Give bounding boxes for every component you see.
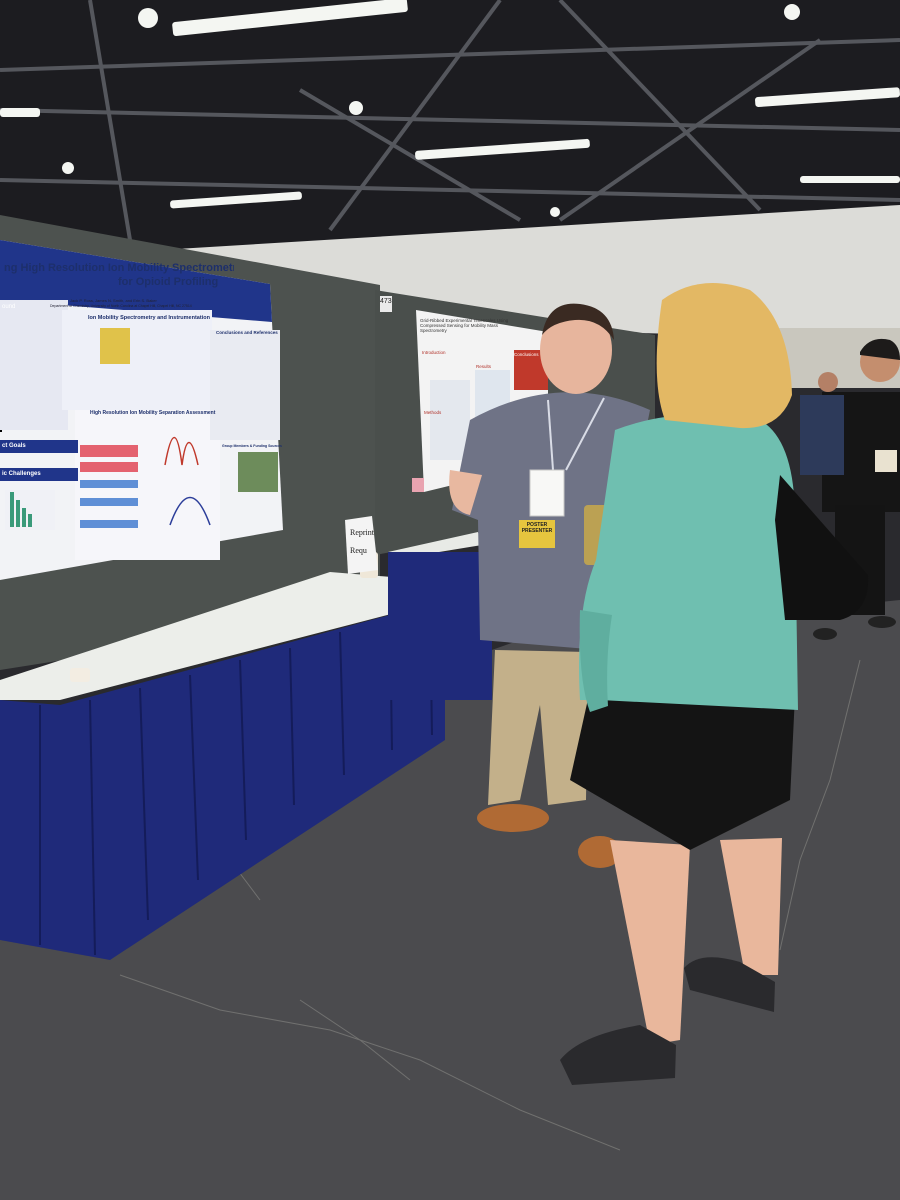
- left-poster-authors: Jack P. Ross, James N. Smith, and Erin S…: [70, 298, 157, 303]
- poster-figure-heatmap: [100, 328, 130, 364]
- front-table-skirt: [0, 600, 445, 960]
- ceiling-lights: [0, 0, 900, 217]
- left-poster-section-bar: [0, 440, 78, 453]
- left-poster-section-group: Group Members & Funding Sources: [222, 444, 282, 448]
- poster-plot-peak: [169, 496, 211, 526]
- blonde-hair: [656, 282, 792, 429]
- sticky-note: [412, 478, 424, 492]
- woman-legs: [610, 840, 690, 1045]
- reprint-sign-line1: Reprint: [350, 528, 374, 537]
- left-poster-section-ims: Ion Mobility Spectrometry and Instrument…: [88, 315, 210, 321]
- left-poster-section-bar: [0, 468, 78, 481]
- man-hair: [542, 303, 614, 340]
- left-poster-section-separation: High Resolution Ion Mobility Separation …: [90, 410, 216, 416]
- back-table-skirt: [388, 552, 492, 700]
- right-poster-section-conclusions: Conclusions: [514, 352, 539, 357]
- right-sneaker: [684, 957, 775, 1012]
- poster-presenter-ribbon-text: POSTER PRESENTER: [521, 522, 553, 534]
- left-poster-section-conclusions: Conclusions and References: [216, 330, 278, 335]
- right-poster-section-results: Results: [476, 364, 492, 369]
- woman-visitor: [560, 282, 869, 1085]
- background-person-far: [800, 372, 844, 475]
- left-poster-section-goals: ct Goals: [2, 443, 26, 449]
- cardigan-sleeve: [579, 610, 612, 712]
- poster-table-highlight-blue: [80, 498, 138, 506]
- reprint-sign-line2: Requ: [350, 546, 367, 555]
- left-poster-affiliation: Department of Chemistry, University of N…: [50, 304, 192, 308]
- right-poster-col1: [430, 380, 470, 460]
- black-handbag: [775, 475, 869, 620]
- left-shoe: [477, 804, 549, 832]
- khaki-pants: [488, 650, 588, 805]
- left-poster-col2: [62, 310, 212, 410]
- left-sneaker: [560, 1025, 676, 1085]
- poster-table-highlight-red: [80, 462, 138, 472]
- black-skirt: [570, 690, 795, 850]
- hand-thumbs-up: [449, 470, 482, 515]
- poster-plot-peaks: [164, 437, 199, 466]
- woman-legs: [720, 838, 782, 975]
- front-table-top: [0, 572, 445, 700]
- poster-table-highlight-blue: [80, 480, 138, 488]
- right-poster-section-methods: Methods: [424, 410, 442, 415]
- right-poster-title: Grid-Ribbed Experimental Timescales Usin…: [420, 318, 509, 333]
- ceiling-truss: [0, 0, 900, 241]
- left-poster-section-background: ound: [2, 304, 16, 310]
- poster-group-photo: [238, 452, 278, 492]
- man-head: [540, 306, 612, 394]
- poster-table-highlight-red: [80, 445, 138, 457]
- cup-on-table: [70, 668, 90, 682]
- left-poster-section-challenges: ic Challenges: [2, 471, 41, 477]
- left-poster-title-line1: ng High Resolution Ion Mobility Spectrom…: [4, 262, 234, 274]
- name-badge: [529, 469, 565, 517]
- left-poster-title-line2: for Opioid Profiling: [118, 276, 219, 288]
- reprint-sign: [345, 516, 378, 574]
- poster-presenter-ribbon: [519, 520, 555, 548]
- poster-table-highlight-blue: [80, 520, 138, 528]
- teal-cardigan: [579, 414, 798, 710]
- right-poster-section-intro: Introduction: [422, 350, 446, 355]
- poster-bars: [10, 492, 32, 527]
- left-poster-col1: [0, 300, 68, 430]
- left-poster-col4: [210, 330, 280, 440]
- booth-number: 473: [380, 298, 392, 305]
- booth-number-card: [380, 296, 392, 312]
